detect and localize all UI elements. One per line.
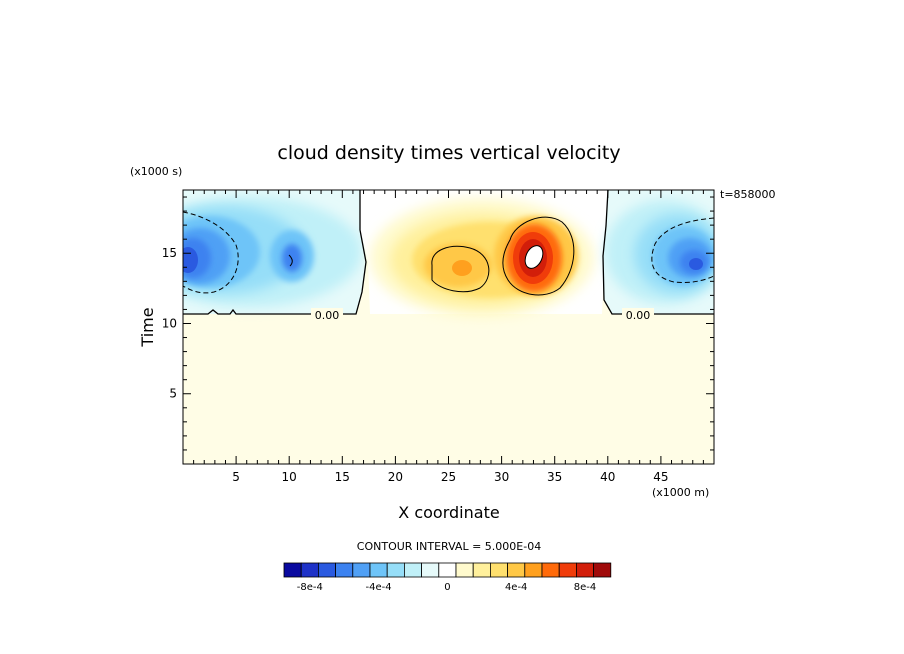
x-tick-label: 40 <box>600 470 615 484</box>
colorbar-swatch <box>455 562 474 578</box>
colorbar-swatch <box>558 562 577 578</box>
right-downdraft-core <box>689 258 703 270</box>
x-tick-label: 20 <box>388 470 403 484</box>
left-downdraft-field <box>183 190 366 314</box>
colorbar-swatch <box>283 562 302 578</box>
colorbar-swatch <box>489 562 508 578</box>
colorbar-tick-label: 0 <box>444 582 450 593</box>
x-tick-label: 30 <box>494 470 509 484</box>
colorbar-swatch <box>335 562 354 578</box>
central-updraft-field <box>360 190 608 318</box>
x-unit-label: (x1000 m) <box>652 486 709 499</box>
zero-label-right-bg <box>622 308 654 321</box>
main-core-peak <box>524 245 544 269</box>
colorbar-tick-label: -4e-4 <box>366 582 392 593</box>
main-core-contour <box>502 216 575 296</box>
plot-area <box>183 190 714 464</box>
x-tick-label: 10 <box>282 470 297 484</box>
colorbar-swatch <box>300 562 319 578</box>
colorbar-swatch <box>369 562 388 578</box>
colorbar-ticks: -8e-4 -4e-4 0 4e-4 8e-4 <box>297 582 596 593</box>
x-axis-label: X coordinate <box>398 503 499 522</box>
colorbar-swatch <box>541 562 560 578</box>
y-axis-ticks: 5 10 15 <box>162 196 714 451</box>
zero-contour-label-right: 0.00 <box>626 309 651 322</box>
x-tick-label: 15 <box>335 470 350 484</box>
colorbar-swatch <box>403 562 422 578</box>
colorbar-tick-label: 4e-4 <box>505 582 528 593</box>
colorbar-swatch <box>576 562 595 578</box>
colorbar-swatch <box>352 562 371 578</box>
colorbar-swatch <box>438 562 457 578</box>
colorbar-tick-label: 8e-4 <box>574 582 597 593</box>
y-unit-label: (x1000 s) <box>130 165 182 178</box>
y-axis-label: Time <box>138 307 157 347</box>
contour-interval-label: CONTOUR INTERVAL = 5.000E-04 <box>357 540 541 553</box>
y-tick-label: 10 <box>162 316 177 330</box>
colorbar-swatch <box>507 562 526 578</box>
zero-label-left-bg <box>311 308 343 321</box>
left-negative-contour <box>183 211 239 294</box>
x-tick-label: 35 <box>547 470 562 484</box>
central-updraft-core <box>452 260 472 276</box>
timestamp-label: t=858000 <box>720 188 776 201</box>
y-tick-label: 5 <box>169 387 177 401</box>
left-downdraft-core <box>183 247 198 273</box>
colorbar-swatch <box>386 562 405 578</box>
x-tick-label: 25 <box>441 470 456 484</box>
right-downdraft-field <box>603 190 714 314</box>
left-secondary-contour <box>288 254 293 267</box>
zero-contour-left <box>183 190 367 315</box>
right-negative-contour <box>651 217 714 283</box>
colorbar-swatch <box>472 562 491 578</box>
chart-title: cloud density times vertical velocity <box>277 142 620 164</box>
x-tick-label: 5 <box>232 470 240 484</box>
colorbar-swatch <box>421 562 440 578</box>
x-axis-ticks: 5 10 15 20 25 30 35 40 45 <box>193 190 704 484</box>
colorbar-swatch <box>317 562 336 578</box>
x-tick-label: 45 <box>653 470 668 484</box>
colorbar-swatch <box>524 562 543 578</box>
colorbar-swatch <box>593 562 612 578</box>
y-tick-label: 15 <box>162 246 177 260</box>
colorbar-tick-label: -8e-4 <box>297 582 323 593</box>
zero-contour-label-left: 0.00 <box>315 309 340 322</box>
central-positive-contour <box>431 245 490 293</box>
colorbar <box>283 562 612 578</box>
left-secondary-core <box>282 244 302 272</box>
